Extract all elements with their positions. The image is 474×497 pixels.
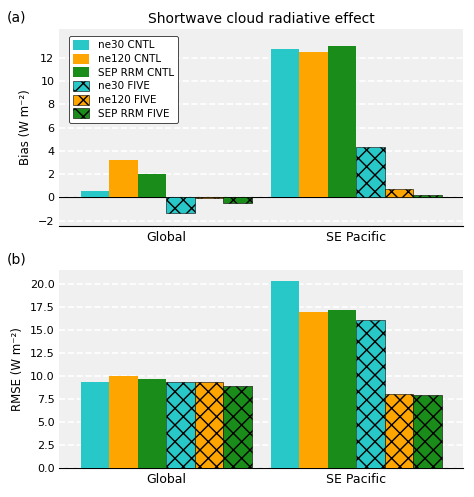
Bar	[413, 395, 441, 468]
Y-axis label: RMSE (W m⁻²): RMSE (W m⁻²)	[11, 327, 24, 411]
Bar	[356, 320, 384, 468]
Legend: ne30 CNTL, ne120 CNTL, SEP RRM CNTL, ne30 FIVE, ne120 FIVE, SEP RRM FIVE: ne30 CNTL, ne120 CNTL, SEP RRM CNTL, ne3…	[69, 36, 178, 123]
Bar	[137, 379, 166, 468]
Title: Shortwave cloud radiative effect: Shortwave cloud radiative effect	[148, 12, 374, 26]
Bar	[384, 395, 413, 468]
Text: (a): (a)	[7, 10, 27, 25]
Bar	[109, 376, 137, 468]
Bar	[271, 49, 299, 197]
Bar	[328, 310, 356, 468]
Bar	[223, 197, 252, 203]
Bar	[166, 382, 195, 468]
Bar	[356, 147, 384, 197]
Bar	[299, 53, 328, 197]
Bar	[271, 281, 299, 468]
Y-axis label: Bias (W m⁻²): Bias (W m⁻²)	[19, 89, 32, 166]
Bar	[384, 189, 413, 197]
Bar	[109, 160, 137, 197]
Bar	[195, 197, 223, 198]
Bar	[137, 173, 166, 197]
Text: (b): (b)	[7, 252, 27, 266]
Bar	[299, 313, 328, 468]
Bar	[81, 382, 109, 468]
Bar	[328, 46, 356, 197]
Bar	[166, 197, 195, 213]
Bar	[223, 386, 252, 468]
Bar	[81, 191, 109, 197]
Bar	[195, 382, 223, 468]
Bar	[413, 195, 441, 197]
